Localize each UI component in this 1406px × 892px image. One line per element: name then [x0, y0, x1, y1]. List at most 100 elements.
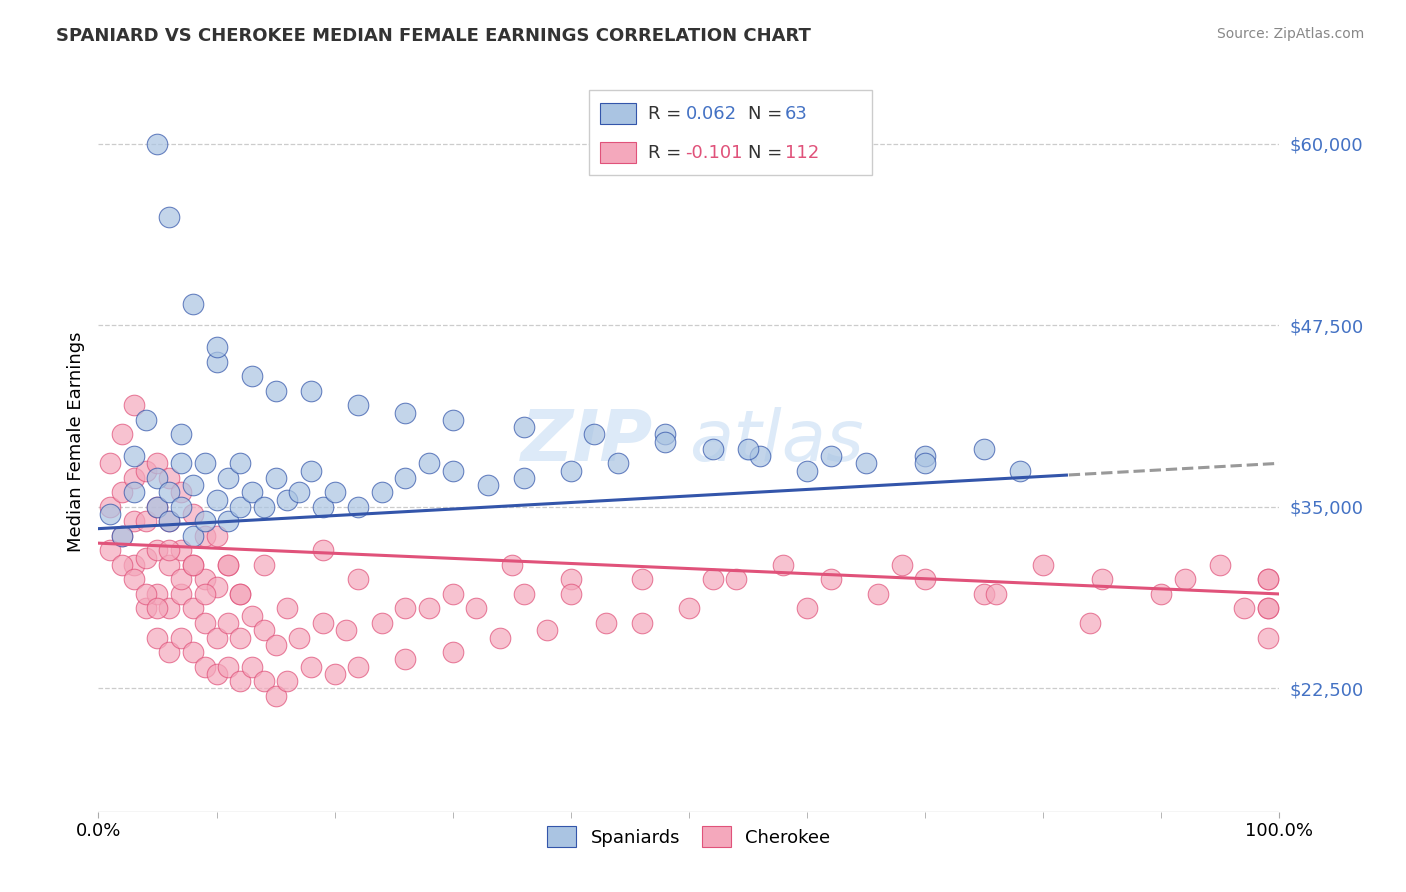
Point [229, 674, 252, 689]
Point [264, 384, 287, 398]
Point [194, 659, 217, 673]
Point [170, 631, 193, 645]
Point [1032, 558, 1054, 572]
Point [465, 601, 488, 615]
FancyBboxPatch shape [589, 90, 872, 175]
Point [441, 413, 464, 427]
Point [560, 573, 582, 587]
Point [146, 500, 169, 514]
Point [630, 615, 652, 630]
Point [630, 573, 652, 587]
Point [157, 515, 180, 529]
Point [240, 659, 263, 673]
Point [240, 608, 263, 623]
Point [418, 456, 440, 470]
Point [299, 384, 322, 398]
Point [264, 638, 287, 652]
Point [122, 515, 145, 529]
Point [170, 573, 193, 587]
Point [135, 587, 157, 601]
Point [654, 434, 676, 449]
Point [984, 587, 1007, 601]
Point [229, 587, 252, 601]
Point [111, 558, 134, 572]
Point [111, 427, 134, 442]
Point [146, 456, 169, 470]
Point [855, 456, 877, 470]
Point [135, 413, 157, 427]
Point [146, 500, 169, 514]
Point [347, 573, 370, 587]
Text: atlas: atlas [689, 407, 863, 476]
Point [748, 449, 770, 463]
Point [536, 624, 558, 638]
Point [146, 471, 169, 485]
Point [194, 515, 217, 529]
Point [312, 500, 335, 514]
Point [394, 652, 416, 666]
Point [170, 485, 193, 500]
Point [146, 543, 169, 558]
Point [772, 558, 794, 572]
Legend: Spaniards, Cherokee: Spaniards, Cherokee [540, 819, 838, 855]
Point [217, 558, 239, 572]
Point [157, 485, 180, 500]
Point [217, 615, 239, 630]
Point [820, 573, 842, 587]
Point [181, 296, 204, 310]
Point [111, 529, 134, 543]
Point [157, 601, 180, 615]
Text: 63: 63 [785, 104, 807, 122]
Point [240, 369, 263, 384]
Point [1257, 573, 1279, 587]
Text: R =: R = [648, 144, 686, 161]
Text: 0.062: 0.062 [685, 104, 737, 122]
Point [394, 471, 416, 485]
Point [441, 587, 464, 601]
Point [181, 507, 204, 521]
Point [595, 615, 617, 630]
Point [181, 529, 204, 543]
Point [253, 500, 276, 514]
Point [194, 615, 217, 630]
Point [135, 601, 157, 615]
Point [253, 674, 276, 689]
Point [229, 500, 252, 514]
Point [157, 515, 180, 529]
Point [122, 471, 145, 485]
Point [288, 631, 311, 645]
Point [276, 492, 298, 507]
Point [477, 478, 499, 492]
Point [157, 645, 180, 659]
Point [335, 624, 357, 638]
Point [205, 580, 228, 594]
Point [299, 659, 322, 673]
Point [796, 464, 818, 478]
Point [217, 659, 239, 673]
Point [111, 485, 134, 500]
Point [205, 666, 228, 681]
Point [157, 471, 180, 485]
Point [560, 587, 582, 601]
Text: SPANIARD VS CHEROKEE MEDIAN FEMALE EARNINGS CORRELATION CHART: SPANIARD VS CHEROKEE MEDIAN FEMALE EARNI… [56, 27, 811, 45]
Point [371, 615, 394, 630]
Point [181, 645, 204, 659]
Point [170, 456, 193, 470]
Point [702, 573, 724, 587]
Point [205, 529, 228, 543]
Point [441, 645, 464, 659]
Point [725, 573, 748, 587]
Point [170, 427, 193, 442]
Point [111, 529, 134, 543]
Point [312, 615, 335, 630]
Point [122, 573, 145, 587]
Point [796, 601, 818, 615]
Text: 112: 112 [785, 144, 818, 161]
Point [512, 587, 534, 601]
Point [157, 210, 180, 224]
Point [276, 674, 298, 689]
Point [737, 442, 759, 456]
Point [1257, 631, 1279, 645]
Point [181, 558, 204, 572]
Point [441, 464, 464, 478]
